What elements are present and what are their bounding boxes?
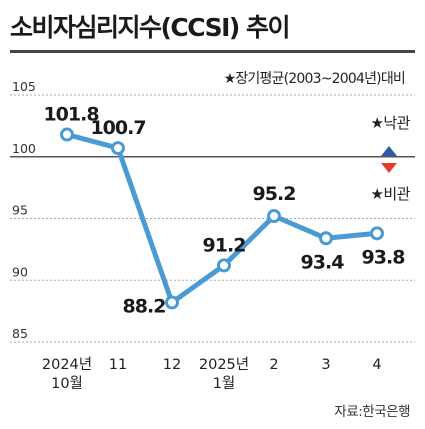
data-point [165, 295, 179, 310]
x-tick-label: 3 [321, 357, 330, 373]
data-point [370, 226, 384, 241]
x-tick-label: 1월 [213, 375, 236, 392]
data-label: 95.2 [253, 183, 296, 205]
legend-pessimism: ★비관 [370, 185, 410, 203]
x-tick-label: 4 [372, 357, 381, 373]
y-tick-label: 100 [12, 141, 36, 156]
data-point [267, 209, 281, 224]
title-rule [10, 50, 415, 53]
x-tick-label: 2 [269, 357, 278, 373]
y-tick-label: 95 [12, 203, 28, 218]
x-tick-label: 12 [163, 357, 181, 373]
chart-title: 소비자심리지수(CCSI) 추이 [10, 13, 291, 42]
x-tick-label: 11 [109, 357, 127, 373]
data-point [60, 127, 74, 142]
data-label: 91.2 [203, 234, 246, 256]
data-label: 93.4 [301, 251, 345, 273]
data-label: 100.7 [90, 117, 145, 139]
down-arrow-icon [381, 163, 397, 173]
y-tick-label: 90 [12, 264, 28, 279]
y-tick-label: 105 [12, 79, 36, 94]
x-tick-label: 2024년 [42, 356, 92, 373]
data-label: 88.2 [123, 295, 166, 317]
data-point [319, 231, 333, 246]
baseline-note: ★장기평균(2003~2004년)대비 [224, 71, 405, 87]
source-note: 자료:한국은행 [334, 404, 410, 420]
data-label: 101.8 [43, 104, 99, 126]
data-point [111, 141, 125, 156]
legend-optimism: ★낙관 [370, 114, 410, 132]
data-point [217, 258, 231, 273]
data-label: 93.8 [362, 246, 406, 268]
y-tick-label: 85 [12, 326, 28, 341]
x-tick-label: 10월 [51, 375, 83, 392]
x-tick-label: 2025년 [199, 356, 249, 373]
up-arrow-icon [381, 146, 397, 156]
